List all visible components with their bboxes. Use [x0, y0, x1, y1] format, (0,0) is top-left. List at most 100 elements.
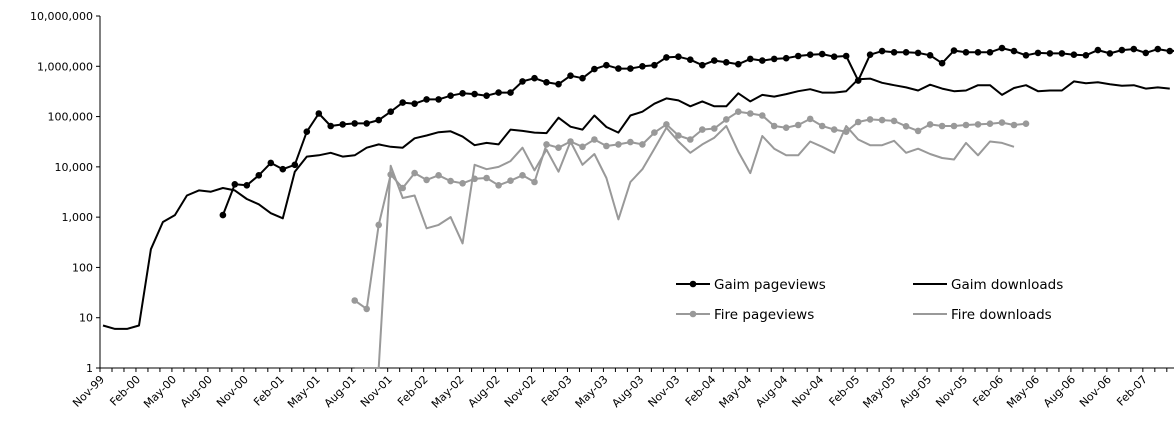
fire-pageviews-point	[615, 141, 622, 148]
fire-pageviews-point	[818, 122, 826, 130]
gaim-pageviews-point	[471, 90, 478, 98]
fire-pageviews-point	[962, 121, 970, 129]
fire-pageviews-point	[711, 125, 718, 132]
gaim-pageviews-point	[1046, 50, 1054, 57]
legend-swatch-marker	[689, 310, 697, 318]
gaim-pageviews-point	[878, 47, 886, 55]
x-tick-label: May-05	[860, 373, 898, 411]
x-tick-label: Feb-04	[683, 373, 719, 409]
legend-label: Gaim downloads	[951, 277, 1063, 293]
gaim-pageviews-point	[435, 96, 442, 103]
gaim-pageviews-point	[555, 80, 562, 88]
fire-pageviews-point	[1022, 120, 1030, 127]
gaim-pageviews-point	[495, 89, 502, 96]
gaim-pageviews-point	[327, 122, 335, 130]
legend-swatch-marker	[689, 280, 697, 288]
x-tick-label: May-01	[285, 373, 323, 411]
x-tick-label: Nov-04	[789, 373, 826, 410]
gaim-pageviews-point	[363, 120, 371, 127]
gaim-pageviews-point	[1058, 50, 1066, 57]
gaim-pageviews-point	[603, 61, 610, 69]
fire-pageviews-point	[363, 305, 371, 313]
x-tick-label: Nov-06	[1077, 373, 1114, 410]
gaim-pageviews-point	[938, 59, 946, 67]
gaim-pageviews-point	[759, 57, 766, 64]
x-tick-label: Nov-05	[933, 373, 970, 410]
fire-pageviews-point	[866, 116, 874, 123]
gaim-pageviews-point	[1130, 45, 1138, 53]
x-tick-label: Aug-04	[753, 373, 790, 410]
legend: Gaim pageviews Gaim downloads Fire pagevie…	[676, 277, 1063, 323]
fire-pageviews-point	[938, 122, 946, 130]
gaim-pageviews-point	[986, 49, 994, 56]
fire-pageviews-point	[782, 124, 790, 131]
fire-pageviews-point	[579, 143, 586, 151]
axes	[99, 16, 1174, 369]
gaim-pageviews-point	[591, 65, 598, 73]
fire-pageviews-point	[399, 184, 407, 192]
gaim-pageviews-point	[747, 55, 754, 63]
fire-pageviews-point	[423, 176, 430, 184]
x-tick-label: Nov-00	[214, 373, 251, 410]
x-tick-label: Nov-01	[358, 373, 395, 410]
gaim-pageviews-point	[842, 52, 850, 60]
gaim-pageviews-point	[1166, 47, 1174, 55]
legend-item-gaim-pageviews: Gaim pageviews	[676, 277, 826, 293]
gaim-pageviews-point	[531, 74, 538, 82]
x-tick-label: Nov-03	[646, 373, 683, 410]
fire-pageviews-point	[770, 122, 778, 130]
gaim-pageviews-point	[339, 121, 347, 128]
x-tick-label: Aug-05	[897, 373, 934, 410]
fire-pageviews-point	[687, 136, 694, 143]
gaim-pageviews-point	[770, 55, 778, 63]
gaim-pageviews-point	[219, 211, 227, 219]
fire-pageviews-point	[651, 129, 658, 136]
fire-pageviews-point	[663, 121, 670, 128]
gaim-pageviews-point	[1094, 46, 1102, 54]
fire-downloads-line	[354, 125, 1015, 369]
gaim-pageviews-line	[221, 47, 1174, 216]
gaim-pageviews-point	[411, 100, 418, 107]
fire-pageviews-point	[926, 121, 934, 128]
legend-item-fire-downloads: Fire downloads	[913, 307, 1052, 323]
fire-pageviews-point	[483, 174, 490, 182]
gaim-pageviews-point	[926, 52, 934, 59]
fire-pageviews-point	[723, 116, 730, 123]
gaim-pageviews-point	[723, 59, 730, 66]
y-tick-label: 10	[79, 312, 93, 325]
fire-downloads-series	[354, 125, 1015, 369]
gaim-pageviews-point	[711, 57, 718, 64]
fire-pageviews-point	[806, 115, 814, 123]
gaim-pageviews-point	[1010, 47, 1018, 55]
gaim-pageviews-point	[1022, 52, 1030, 59]
gaim-pageviews-point	[794, 52, 802, 60]
gaim-pageviews-point	[267, 159, 275, 167]
fire-pageviews-point	[854, 118, 862, 126]
fire-pageviews-point	[603, 142, 610, 150]
gaim-pageviews-point	[447, 92, 454, 99]
x-tick-label: Aug-00	[178, 373, 215, 410]
gaim-pageviews-point	[507, 89, 514, 96]
x-tick-label: Feb-05	[827, 373, 863, 409]
fire-pageviews-point	[435, 172, 442, 179]
gaim-pageviews-point	[1082, 52, 1090, 59]
fire-pageviews-point	[531, 178, 538, 186]
gaim-pageviews-point	[639, 63, 646, 70]
fire-pageviews-series	[351, 108, 1030, 313]
fire-pageviews-point	[759, 112, 766, 119]
gaim-pageviews-point	[1142, 49, 1150, 57]
gaim-pageviews-point	[543, 79, 550, 86]
fire-pageviews-point	[375, 221, 383, 229]
x-tick-label: Feb-02	[395, 373, 431, 409]
x-tick-label: May-04	[717, 373, 755, 411]
fire-pageviews-point	[914, 127, 922, 135]
x-tick-label: Aug-06	[1041, 373, 1078, 410]
gaim-pageviews-point	[399, 99, 407, 106]
fire-pageviews-point	[627, 138, 634, 146]
gaim-pageviews-point	[890, 49, 898, 56]
fire-pageviews-point	[543, 141, 550, 148]
y-tick-label: 100	[72, 261, 93, 274]
series-layer	[102, 44, 1174, 369]
gaim-pageviews-point	[627, 65, 634, 72]
